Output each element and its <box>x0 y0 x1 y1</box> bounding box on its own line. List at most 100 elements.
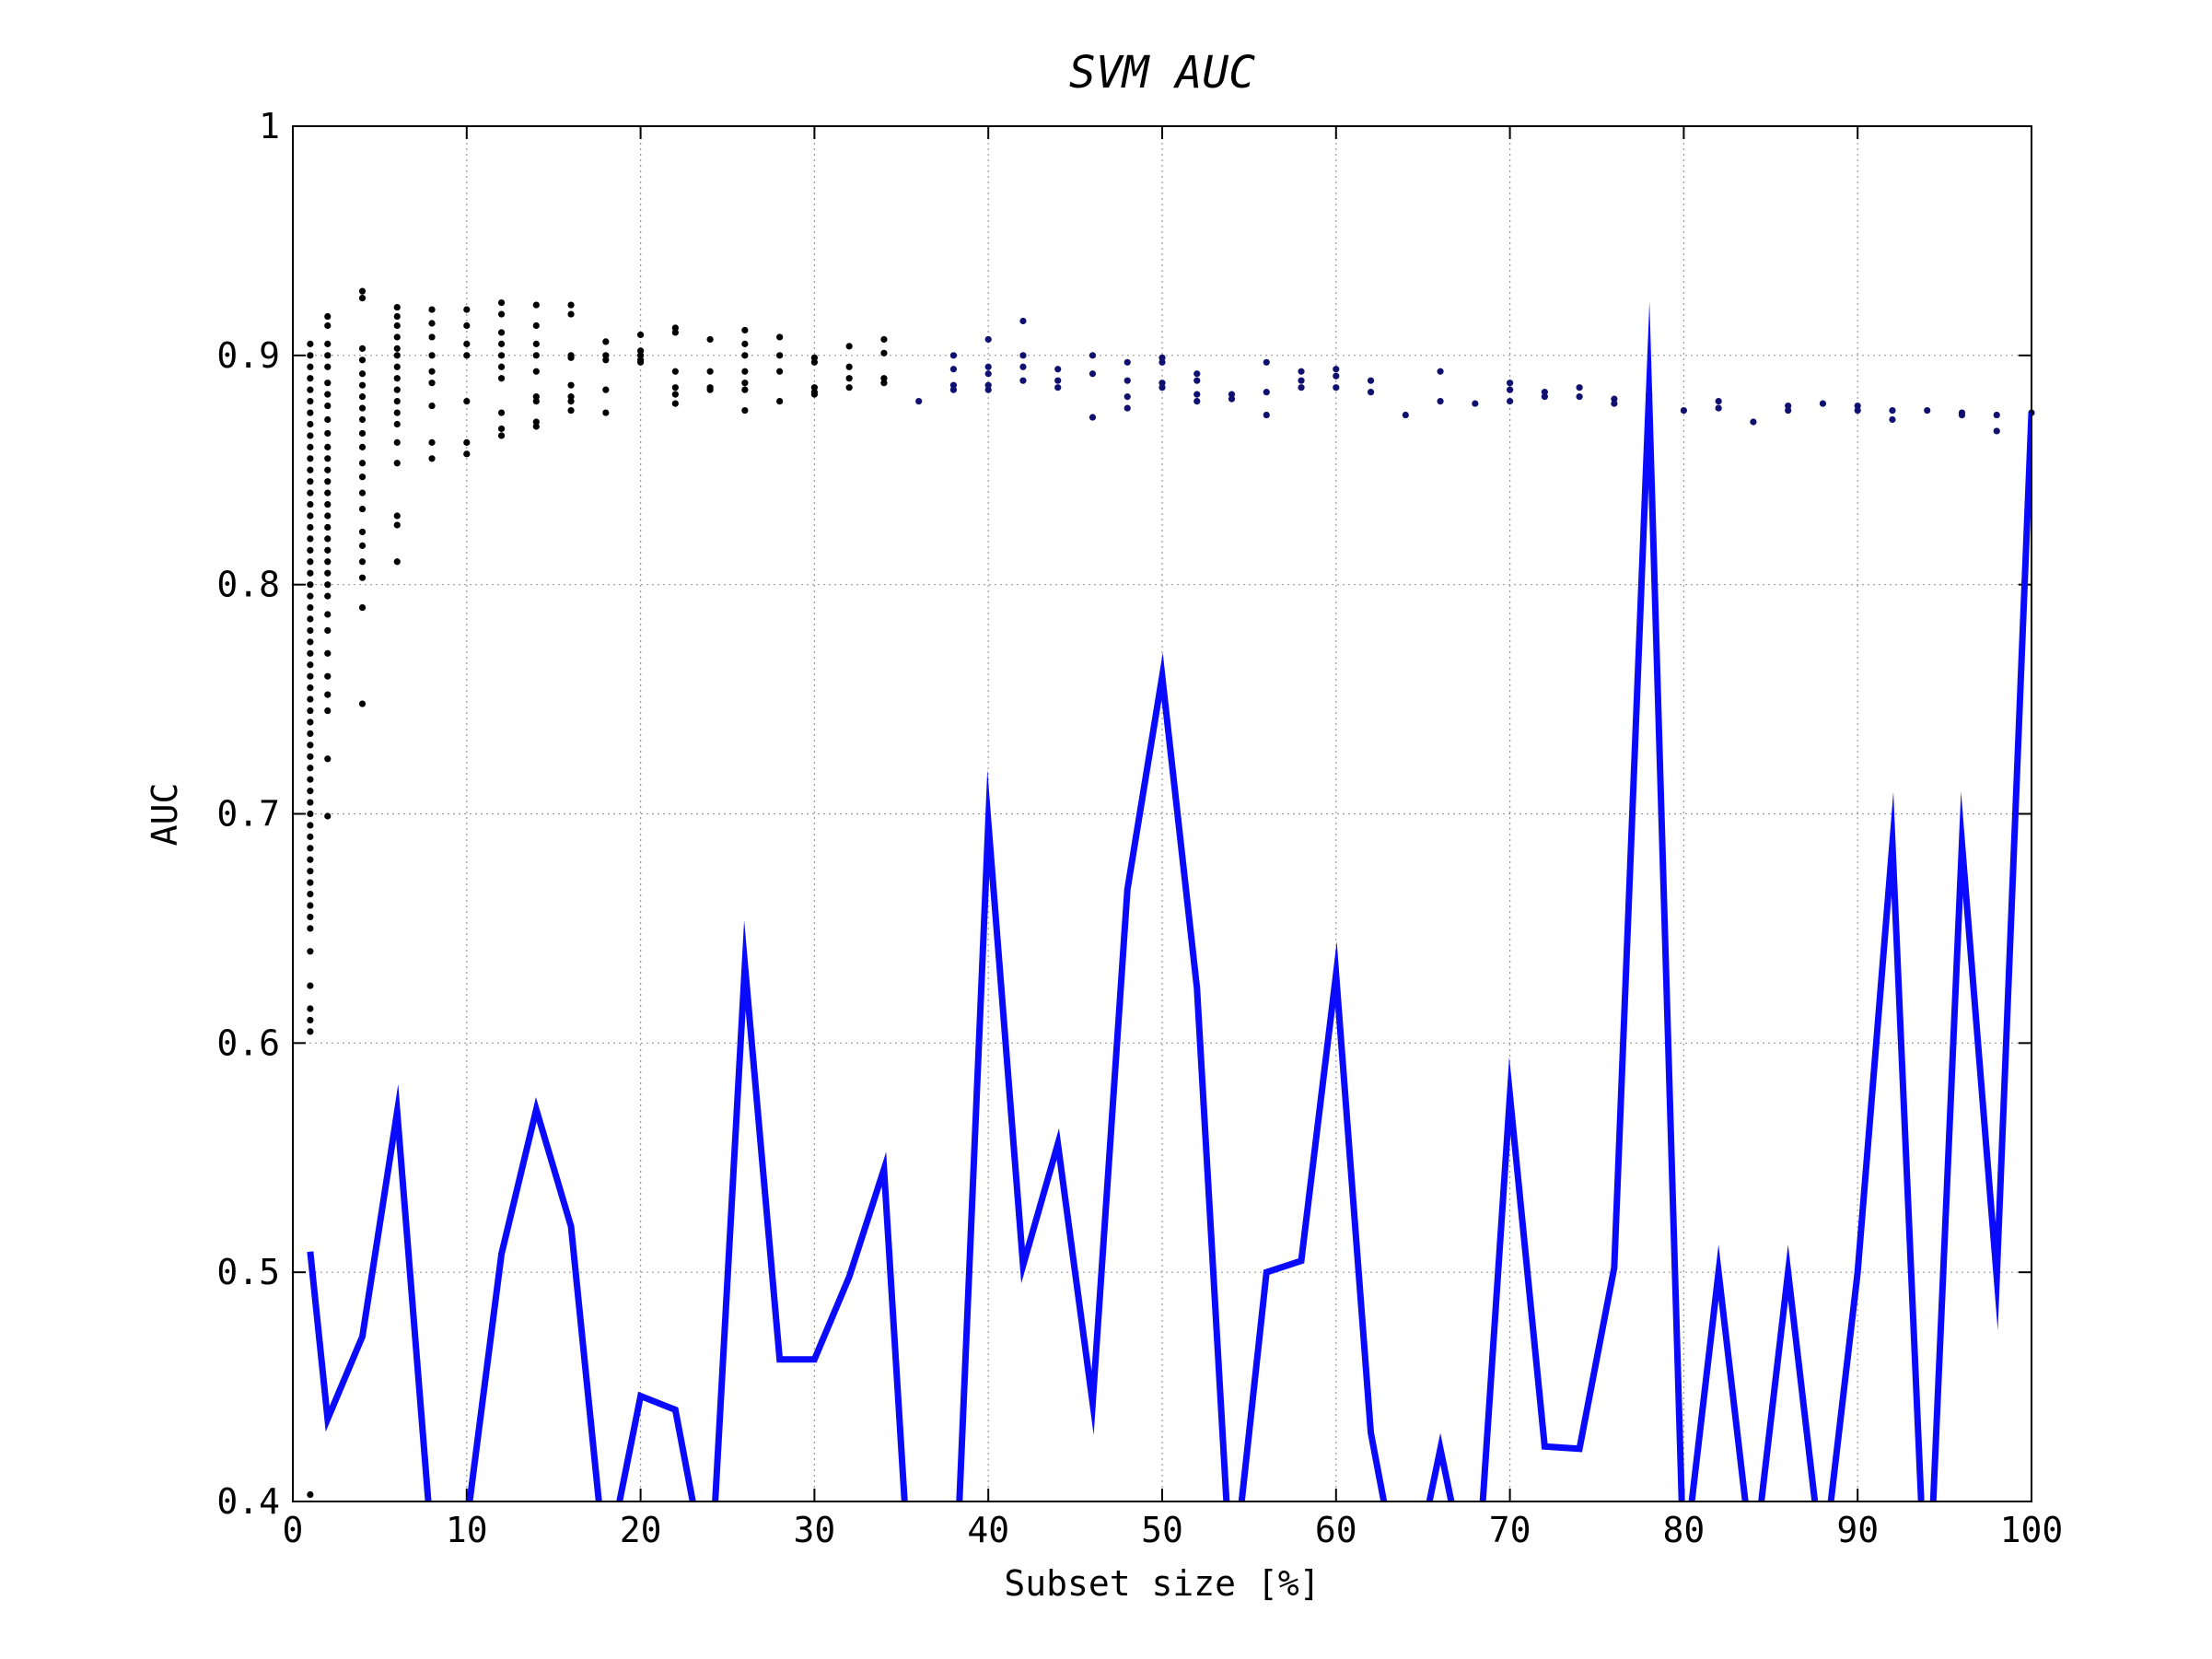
scatter-point <box>358 393 367 401</box>
scatter-point <box>1193 377 1201 384</box>
scatter-point <box>393 558 401 566</box>
scatter-point <box>428 368 436 375</box>
scatter-point <box>463 438 471 446</box>
scatter-point <box>1158 358 1166 366</box>
chart-title: SVM AUC <box>1069 47 1255 99</box>
scatter-point <box>671 400 679 407</box>
scatter-point <box>602 352 610 359</box>
scatter-point <box>358 542 367 549</box>
x-tick-label: 70 <box>1489 1510 1531 1550</box>
y-tick-label: 0.8 <box>216 565 280 605</box>
scatter-point <box>307 569 314 577</box>
scatter-point <box>358 528 367 536</box>
y-tick-label: 0.9 <box>216 335 280 376</box>
scatter-point <box>741 380 749 387</box>
scatter-point <box>324 812 332 820</box>
scatter-point <box>307 500 314 508</box>
scatter-point <box>358 603 367 612</box>
scatter-point <box>358 415 367 424</box>
scatter-point <box>324 535 332 543</box>
x-tick-label: 50 <box>1141 1510 1183 1550</box>
scatter-point <box>307 890 314 898</box>
scatter-point <box>324 352 332 359</box>
scatter-point <box>949 381 958 389</box>
scatter-point <box>567 381 575 389</box>
scatter-point <box>949 386 958 393</box>
scatter-point <box>567 310 575 318</box>
scatter-point <box>1402 411 1409 419</box>
scatter-point <box>1123 393 1131 401</box>
scatter-point <box>324 512 332 520</box>
scatter-point <box>324 340 332 347</box>
scatter-point <box>324 755 332 763</box>
scatter-point <box>307 707 314 715</box>
scatter-point <box>307 558 314 566</box>
scatter-point <box>393 312 401 321</box>
scatter-point <box>1333 384 1340 391</box>
scatter-point <box>307 1028 314 1035</box>
scatter-point <box>324 478 332 485</box>
scatter-point <box>1054 366 1062 373</box>
scatter-point <box>393 438 401 446</box>
scatter-point <box>324 611 332 618</box>
scatter-point <box>1298 377 1305 384</box>
scatter-point <box>307 363 314 370</box>
scatter-point <box>567 393 575 401</box>
x-tick-label: 90 <box>1836 1510 1879 1550</box>
scatter-point <box>497 299 506 307</box>
scatter-point <box>307 375 314 382</box>
scatter-point <box>776 368 784 375</box>
scatter-point <box>1541 389 1548 396</box>
scatter-point <box>532 423 540 430</box>
scatter-point <box>358 443 367 450</box>
scatter-point <box>307 398 314 405</box>
scatter-point <box>810 358 819 366</box>
scatter-point <box>324 391 332 398</box>
scatter-point <box>463 306 471 313</box>
scatter-point <box>307 386 314 393</box>
scatter-point <box>1123 377 1131 384</box>
x-tick-label: 30 <box>794 1510 836 1550</box>
scatter-point <box>307 788 314 795</box>
scatter-point <box>307 581 314 589</box>
scatter-series <box>307 287 2035 1499</box>
scatter-point <box>307 603 314 612</box>
scatter-point <box>324 402 332 410</box>
x-axis-label: Subset size [%] <box>1004 1563 1320 1604</box>
scatter-point <box>1715 404 1722 412</box>
scatter-point <box>776 333 784 341</box>
scatter-point <box>307 432 314 439</box>
scatter-point <box>1228 391 1236 398</box>
scatter-point <box>845 343 853 350</box>
scatter-point <box>602 386 610 393</box>
scatter-point <box>880 380 888 387</box>
scatter-point <box>1367 389 1375 396</box>
scatter-point <box>810 384 819 391</box>
scatter-point <box>307 913 314 921</box>
scatter-point <box>1228 395 1236 403</box>
scatter-point <box>1054 377 1062 384</box>
scatter-point <box>307 478 314 485</box>
scatter-point <box>567 301 575 309</box>
scatter-point <box>602 356 610 364</box>
scatter-point <box>358 381 367 389</box>
y-tick-label: 0.5 <box>216 1252 280 1292</box>
scatter-point <box>393 345 401 352</box>
scatter-point <box>949 352 958 359</box>
scatter-point <box>1507 398 1514 405</box>
scatter-point <box>567 398 575 405</box>
scatter-point <box>1785 402 1792 410</box>
y-tick-label: 0.6 <box>216 1022 280 1063</box>
scatter-point <box>324 443 332 450</box>
scatter-point <box>497 409 506 416</box>
scatter-point <box>393 398 401 405</box>
scatter-point <box>428 352 436 359</box>
scatter-point <box>324 707 332 715</box>
scatter-point <box>324 455 332 462</box>
scatter-point <box>393 420 401 428</box>
scatter-point <box>880 335 888 344</box>
scatter-point <box>307 672 314 680</box>
scatter-point <box>810 391 819 398</box>
scatter-point <box>984 386 992 393</box>
scatter-point <box>637 331 645 339</box>
